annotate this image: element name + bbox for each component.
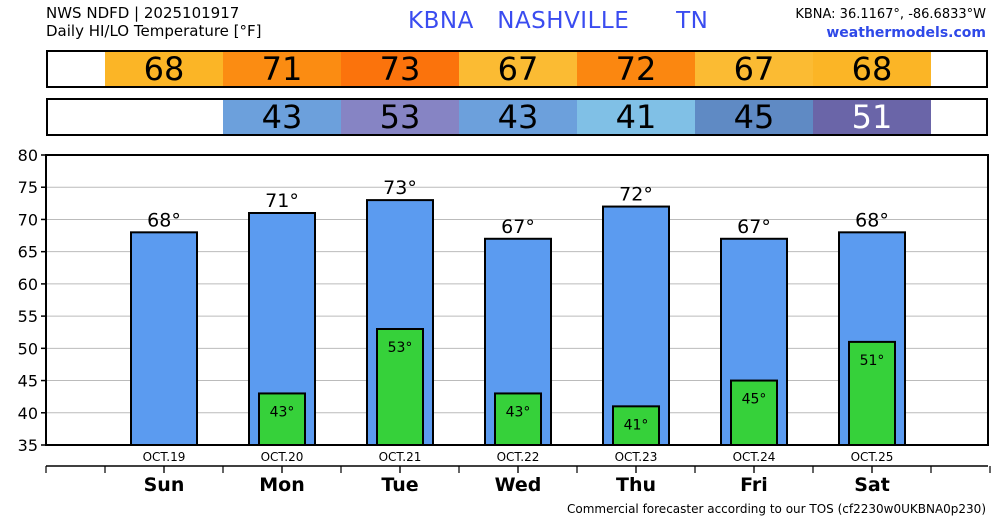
low-bar (612, 405, 660, 447)
low-cell: 41 (577, 100, 695, 135)
y-tick-label: 65 (18, 243, 38, 262)
date-label: OCT.25 (851, 450, 894, 464)
low-bar (730, 379, 778, 446)
high-bar-label: 67° (737, 216, 771, 238)
high-bar-label: 72° (619, 184, 653, 206)
high-bar-label: 73° (383, 177, 417, 199)
high-bar-label: 68° (855, 209, 889, 231)
low-bar-label: 45° (742, 392, 767, 408)
low-bar-label: 43° (270, 404, 295, 420)
day-label: Wed (495, 474, 542, 496)
low-bar-label: 41° (624, 417, 649, 433)
high-cell: 67 (459, 52, 577, 87)
high-cell: 72 (577, 52, 695, 87)
low-cell: 51 (813, 100, 931, 135)
low-bar-label: 53° (388, 340, 413, 356)
date-label: OCT.21 (379, 450, 422, 464)
day-label: Fri (740, 474, 768, 496)
low-cell: 43 (223, 100, 341, 135)
y-tick-label: 40 (18, 404, 38, 423)
y-tick-label: 80 (18, 146, 38, 165)
high-bar-label: 68° (147, 209, 181, 231)
high-bar-label: 71° (265, 190, 299, 212)
high-cell: 68 (105, 52, 223, 87)
model-run-label: NWS NDFD | 2025101917 (46, 4, 240, 22)
station-title: KBNA NASHVILLE TN (408, 8, 709, 34)
y-tick-label: 55 (18, 307, 38, 326)
date-label: OCT.23 (615, 450, 658, 464)
day-label: Sun (144, 474, 185, 496)
low-cell: 45 (695, 100, 813, 135)
y-tick-label: 35 (18, 436, 38, 455)
site-link[interactable]: weathermodels.com (826, 25, 986, 41)
chart-header-left: NWS NDFD | 2025101917 Daily HI/LO Temper… (46, 4, 262, 40)
day-label: Sat (854, 474, 890, 496)
date-label: OCT.24 (733, 450, 776, 464)
low-cell: 53 (341, 100, 459, 135)
low-bar-label: 51° (860, 353, 885, 369)
low-bar (494, 392, 542, 447)
low-bar (848, 340, 896, 446)
station-coordinates: KBNA: 36.1167°, -86.6833°W (795, 7, 986, 22)
low-temperature-strip: 43 53 43 41 45 51 (46, 98, 988, 136)
day-label: Tue (381, 474, 418, 496)
chart-header-right: KBNA: 36.1167°, -86.6833°W weathermodels… (795, 6, 986, 42)
low-bar-label: 43° (506, 404, 531, 420)
y-tick-label: 45 (18, 372, 38, 391)
chart-title: Daily HI/LO Temperature [°F] (46, 22, 262, 40)
high-cell: 68 (813, 52, 931, 87)
low-bar (258, 392, 306, 447)
date-label: OCT.19 (143, 450, 186, 464)
high-temperature-strip: 68 71 73 67 72 67 68 (46, 50, 988, 88)
date-label: OCT.22 (497, 450, 540, 464)
high-bar (130, 231, 198, 446)
y-tick-label: 50 (18, 339, 38, 358)
low-bar (376, 328, 424, 446)
plot-frame (45, 154, 989, 446)
day-label: Thu (616, 474, 656, 496)
low-cell: 43 (459, 100, 577, 135)
date-label: OCT.20 (261, 450, 304, 464)
y-tick-label: 75 (18, 178, 38, 197)
high-cell: 73 (341, 52, 459, 87)
high-bar-label: 67° (501, 216, 535, 238)
day-label: Mon (259, 474, 305, 496)
y-tick-label: 60 (18, 275, 38, 294)
y-tick-label: 70 (18, 210, 38, 229)
high-cell: 71 (223, 52, 341, 87)
footer-note: Commercial forecaster according to our T… (566, 502, 986, 516)
high-cell: 67 (695, 52, 813, 87)
